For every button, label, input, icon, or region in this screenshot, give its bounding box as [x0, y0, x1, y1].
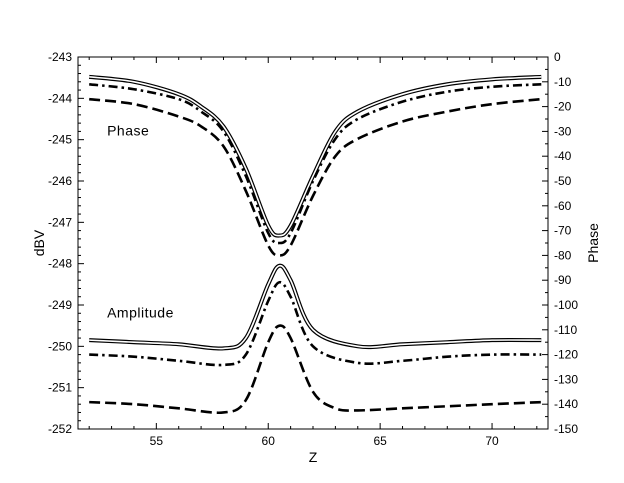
y-tick-label: -250 [48, 339, 72, 353]
y2-tick-label: -60 [554, 199, 572, 213]
y-tick-label: -245 [48, 133, 72, 147]
y2-tick-label: -70 [554, 224, 572, 238]
y2-tick-label: -110 [554, 323, 577, 337]
y2-tick-label: -40 [554, 149, 572, 163]
y2-tick-label: 0 [554, 50, 561, 64]
y2-tick-label: -120 [554, 348, 578, 362]
y2-tick-label: -20 [554, 100, 572, 114]
y-tick-label: -244 [48, 91, 72, 105]
y2-tick-label: -90 [554, 273, 572, 287]
y2-tick-label: -130 [554, 372, 578, 386]
y2-tick-label: -140 [554, 397, 578, 411]
y-tick-label: -252 [48, 422, 72, 436]
series-line [89, 82, 542, 245]
annotation-phase: Phase [107, 123, 149, 139]
y-tick-label: -247 [48, 215, 72, 229]
series-phase-double-solid [88, 74, 542, 238]
y2-tick-label: -150 [554, 422, 578, 436]
series-line-inner [89, 76, 542, 237]
y-tick-label: -243 [48, 50, 72, 64]
series-amplitude-dash-dot [89, 280, 542, 367]
y2-axis-title: Phase [585, 223, 601, 263]
y-tick-label: -249 [48, 298, 72, 312]
plot-area [77, 56, 549, 430]
x-tick-label: 60 [262, 434, 276, 448]
x-tick-label: 70 [485, 434, 499, 448]
y-axis-title: dBV [31, 229, 47, 256]
y2-tick-label: -100 [554, 298, 578, 312]
y-tick-label: -251 [48, 381, 72, 395]
annotation-amplitude: Amplitude [107, 304, 174, 320]
series-amplitude-double-solid [89, 263, 542, 351]
series-phase-dash-dot [89, 82, 542, 245]
y2-tick-label: -30 [554, 124, 572, 138]
x-tick-label: 55 [150, 434, 164, 448]
y2-tick-label: -80 [554, 248, 572, 262]
x-tick-label: 65 [373, 434, 387, 448]
y2-tick-label: -50 [554, 174, 572, 188]
series-phase-dash [89, 97, 542, 257]
series-line [89, 324, 542, 415]
series-line-inner [89, 264, 542, 350]
y2-tick-label: -10 [554, 75, 572, 89]
series-line-outer [88, 74, 542, 238]
series-amplitude-dash [89, 324, 542, 415]
series-line [89, 97, 542, 257]
series-line [89, 280, 542, 367]
x-axis-title: Z [309, 449, 318, 465]
y-tick-label: -246 [48, 174, 72, 188]
y-tick-label: -248 [48, 257, 72, 271]
